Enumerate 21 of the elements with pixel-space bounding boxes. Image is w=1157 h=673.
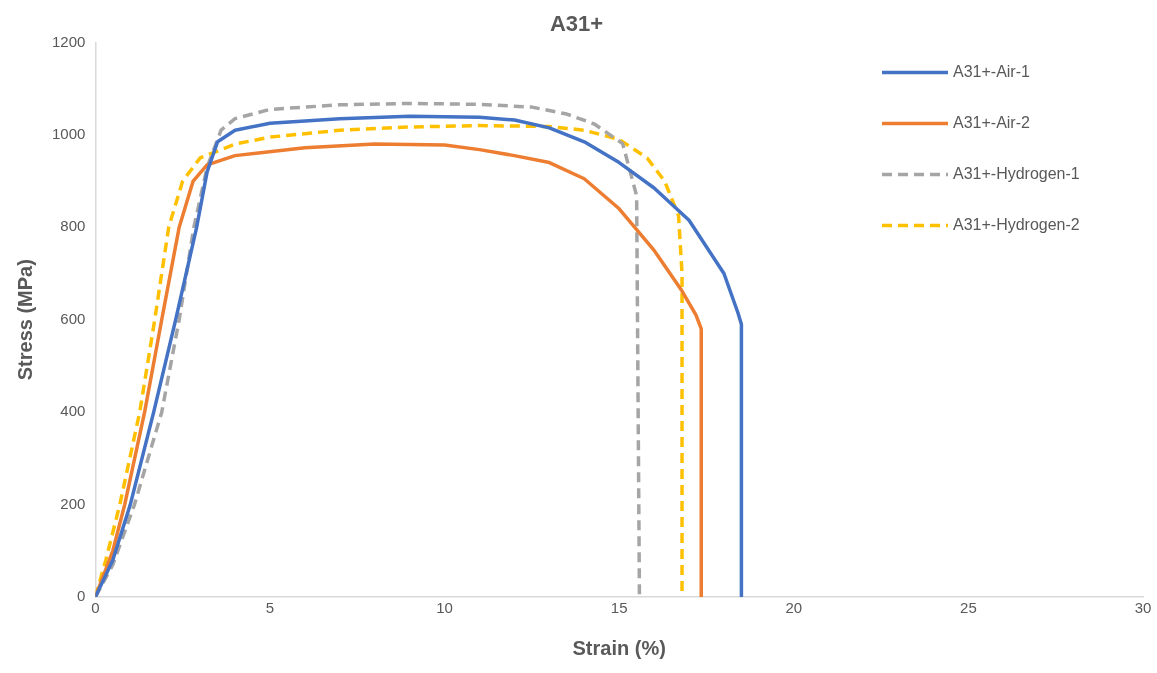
x-axis-title: Strain (%) bbox=[572, 636, 666, 659]
x-tick-label: 20 bbox=[785, 599, 803, 617]
legend-label: A31+-Air-1 bbox=[953, 62, 1031, 80]
x-tick-label: 25 bbox=[960, 599, 977, 617]
x-tick-label: 0 bbox=[91, 599, 100, 617]
y-tick-label: 1000 bbox=[51, 124, 86, 142]
x-tick-label: 30 bbox=[1134, 599, 1152, 617]
y-tick-label: 1200 bbox=[51, 32, 86, 50]
y-tick-label: 600 bbox=[60, 309, 86, 327]
y-tick-label: 400 bbox=[60, 402, 86, 420]
y-tick-label: 200 bbox=[60, 494, 86, 512]
x-tick-label: 15 bbox=[610, 599, 628, 617]
legend-label: A31+-Hydrogen-1 bbox=[953, 164, 1080, 182]
legend-label: A31+-Hydrogen-2 bbox=[953, 215, 1080, 233]
y-axis-title: Stress (MPa) bbox=[13, 259, 36, 381]
legend-label: A31+-Air-2 bbox=[953, 113, 1031, 131]
x-tick-label: 10 bbox=[436, 599, 453, 617]
chart-title: A31+ bbox=[549, 11, 604, 37]
y-tick-label: 800 bbox=[60, 217, 86, 235]
y-tick-label: 0 bbox=[77, 587, 86, 605]
x-tick-label: 5 bbox=[265, 599, 275, 617]
